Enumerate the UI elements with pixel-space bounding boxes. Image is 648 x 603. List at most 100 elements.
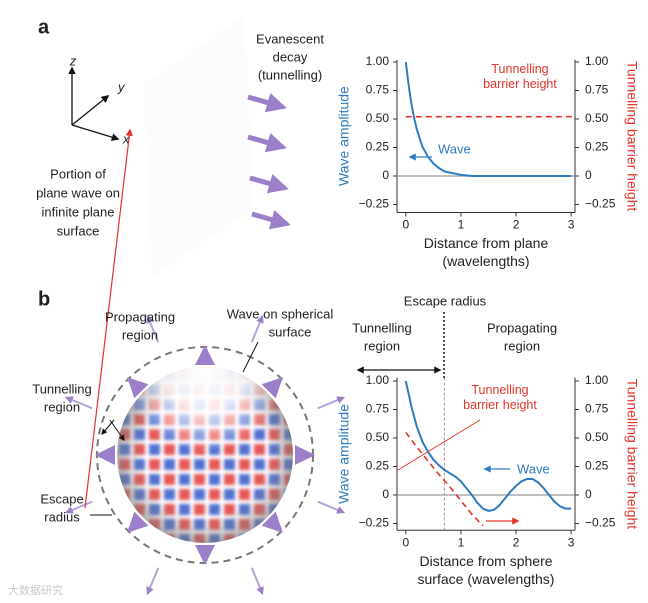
plane-cell bbox=[159, 202, 167, 216]
plane-cell bbox=[229, 40, 237, 54]
plane-cell bbox=[197, 201, 205, 215]
sphere-cell bbox=[119, 519, 130, 530]
propagation-arrows bbox=[64, 314, 346, 596]
y2-tick-label: 0 bbox=[585, 168, 592, 182]
plane-cell bbox=[192, 78, 200, 92]
plane-cell bbox=[168, 195, 176, 209]
caption: decay bbox=[273, 49, 308, 64]
y-tick-label: −0.25 bbox=[359, 197, 390, 211]
plane-cell bbox=[157, 165, 165, 179]
plane-pattern bbox=[153, 38, 244, 255]
caption: Propagating bbox=[105, 309, 175, 324]
plane-cell bbox=[212, 90, 220, 104]
caption: Escape bbox=[40, 491, 83, 506]
plane-cell bbox=[215, 176, 223, 190]
y-tick-label: 1.00 bbox=[366, 54, 390, 68]
sphere-cell bbox=[254, 369, 265, 380]
plane-cell bbox=[201, 59, 209, 73]
plane-cell bbox=[203, 121, 211, 135]
plane-cell bbox=[232, 126, 240, 140]
y2-tick-label: 0.25 bbox=[585, 140, 609, 154]
plane-cell bbox=[166, 146, 174, 160]
plane-cell bbox=[231, 102, 239, 116]
sphere-cell bbox=[254, 534, 265, 543]
plane-cell bbox=[207, 195, 214, 209]
x-tick-label: 2 bbox=[513, 218, 520, 232]
y2-tick-label: 0.50 bbox=[585, 430, 609, 444]
plane-cell bbox=[179, 214, 186, 228]
plane-cell bbox=[205, 158, 213, 172]
plane-cell bbox=[179, 226, 187, 240]
plane-cell bbox=[202, 96, 210, 110]
plane-cell bbox=[220, 59, 228, 73]
y-tick-label: 0.75 bbox=[366, 83, 390, 97]
sphere-cell bbox=[119, 384, 130, 395]
arrow bbox=[64, 396, 93, 410]
plane-cell bbox=[160, 226, 168, 240]
y2-tick-label: 0.25 bbox=[585, 459, 609, 473]
plane-cell bbox=[173, 91, 181, 105]
plane-cell bbox=[191, 66, 199, 80]
plane-cell bbox=[203, 109, 211, 123]
plane-cell bbox=[169, 208, 177, 222]
plane-cell bbox=[188, 207, 196, 221]
charts: 1.000.750.500.250−0.251.000.750.500.250−… bbox=[84, 54, 640, 587]
sphere-cell bbox=[284, 489, 293, 500]
watermark: 大数据研究 bbox=[8, 583, 63, 597]
plane-cell bbox=[170, 232, 178, 246]
plane-cell bbox=[176, 164, 184, 178]
plane-cell bbox=[195, 152, 203, 166]
annotation: region bbox=[364, 338, 400, 353]
sphere-cell bbox=[119, 504, 130, 515]
y-tick-label: 0.50 bbox=[366, 111, 390, 125]
plane-cell bbox=[222, 108, 230, 122]
plane-cell bbox=[221, 96, 229, 110]
leader-lines bbox=[90, 341, 259, 516]
plane-cell bbox=[204, 145, 212, 159]
caption: surface bbox=[57, 223, 100, 238]
y2-axis-label: Tunnelling barrier height bbox=[624, 379, 640, 530]
annotation: Propagating bbox=[487, 320, 557, 335]
plane-cell bbox=[219, 47, 227, 61]
plane-cell bbox=[224, 157, 232, 171]
plane-cell bbox=[160, 239, 168, 253]
arrow bbox=[127, 377, 149, 399]
plane-cell bbox=[223, 120, 230, 135]
plane-cell bbox=[225, 182, 233, 196]
plane-cell bbox=[224, 145, 232, 159]
sphere-cell bbox=[284, 369, 293, 380]
x-tick-label: 3 bbox=[568, 535, 575, 549]
plane-cell bbox=[213, 127, 221, 141]
plane-cell bbox=[226, 194, 234, 208]
plane-cell bbox=[207, 207, 215, 221]
series-label-box: Tunnelling barrier height bbox=[463, 383, 537, 412]
caption: Tunnelling bbox=[32, 381, 92, 396]
y-tick-label: 0.75 bbox=[366, 402, 390, 416]
plane-cell bbox=[221, 84, 229, 98]
x-axis-label: Distance from sphere bbox=[419, 553, 552, 569]
arrow bbox=[317, 500, 346, 514]
axis-letter: x bbox=[122, 131, 130, 146]
y-tick-label: 1.00 bbox=[366, 373, 390, 387]
annotation: Escape radius bbox=[404, 293, 487, 308]
plane-cell bbox=[211, 65, 218, 79]
plane-cell bbox=[174, 115, 182, 129]
arrow bbox=[247, 92, 287, 113]
plane-cell bbox=[196, 176, 204, 190]
y2-tick-label: 0 bbox=[585, 487, 592, 501]
plane-cell bbox=[225, 170, 233, 184]
y-axis-label: Wave amplitude bbox=[336, 404, 352, 504]
y2-tick-label: 0.50 bbox=[585, 111, 609, 125]
arrow bbox=[146, 314, 160, 343]
plane-cell bbox=[198, 213, 206, 227]
y-axis-label: Wave amplitude bbox=[336, 86, 352, 186]
sphere-cell bbox=[149, 369, 160, 380]
sphere-cell bbox=[119, 399, 130, 410]
axis-letter: z bbox=[69, 53, 77, 68]
plane-cell bbox=[193, 103, 201, 117]
plane-cell bbox=[220, 71, 228, 85]
sphere-cell bbox=[284, 399, 293, 410]
y-tick-label: 0.25 bbox=[366, 140, 390, 154]
series-label: Wave bbox=[517, 461, 550, 476]
y2-tick-label: 0.75 bbox=[585, 83, 609, 97]
